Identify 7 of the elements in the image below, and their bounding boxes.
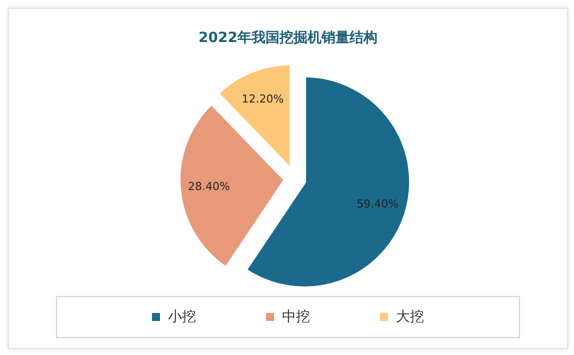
legend-label: 中挖 bbox=[281, 308, 310, 326]
legend-label: 小挖 bbox=[167, 308, 196, 326]
chart-title: 2022年我国挖掘机销量结构 bbox=[198, 29, 378, 47]
data-label: 12.20% bbox=[242, 92, 284, 106]
legend-label: 大挖 bbox=[395, 308, 424, 326]
data-label: 28.40% bbox=[188, 180, 230, 194]
data-label: 59.40% bbox=[356, 198, 399, 211]
